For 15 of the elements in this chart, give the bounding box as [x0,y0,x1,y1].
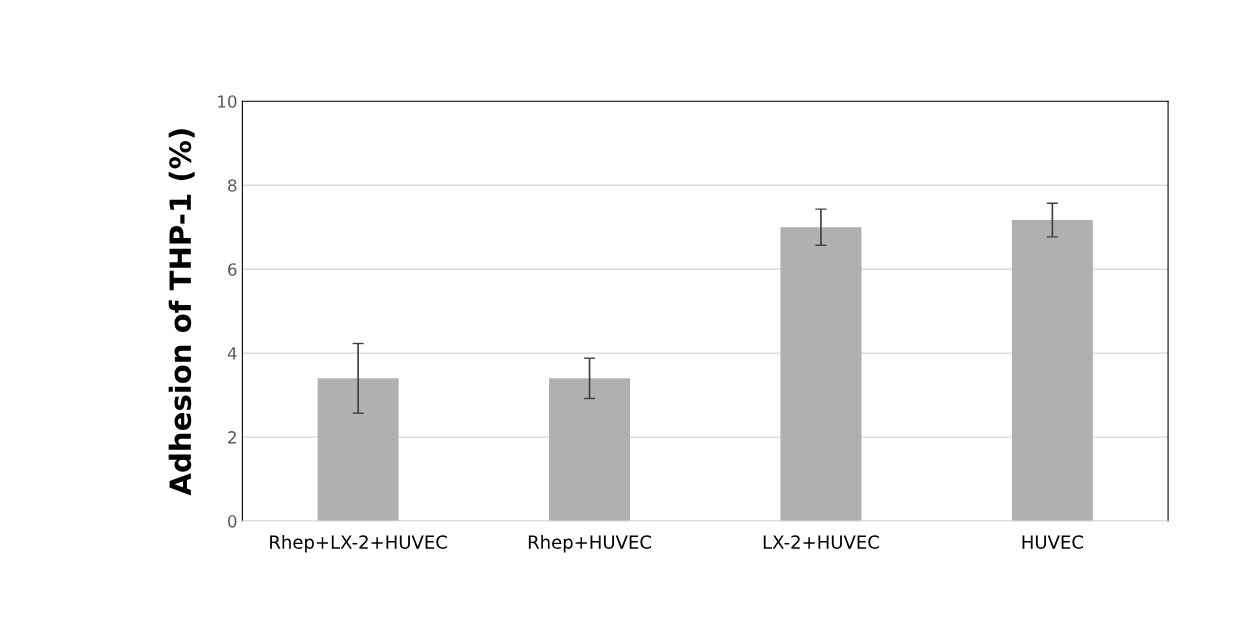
y-tick-label: 2 [228,431,236,444]
x-tick-label: LX-2+HUVEC [763,535,879,549]
y-tick-label: 8 [228,179,237,192]
bar [549,378,631,522]
bar [317,378,399,522]
y-tick-label: 6 [228,263,237,276]
y-tick-label: 10 [218,95,237,108]
x-tick-label: Rhep+HUVEC [528,534,651,553]
y-tick-label: 0 [228,515,237,528]
y-tick-label: 4 [227,347,237,360]
bar [1011,220,1093,522]
y-axis-title: Adhesion of THP-1 (%) [168,129,195,496]
x-tick-label: HUVEC [1022,535,1083,549]
x-tick-label: Rhep+LX-2+HUVEC [270,534,447,553]
bar [780,227,862,522]
